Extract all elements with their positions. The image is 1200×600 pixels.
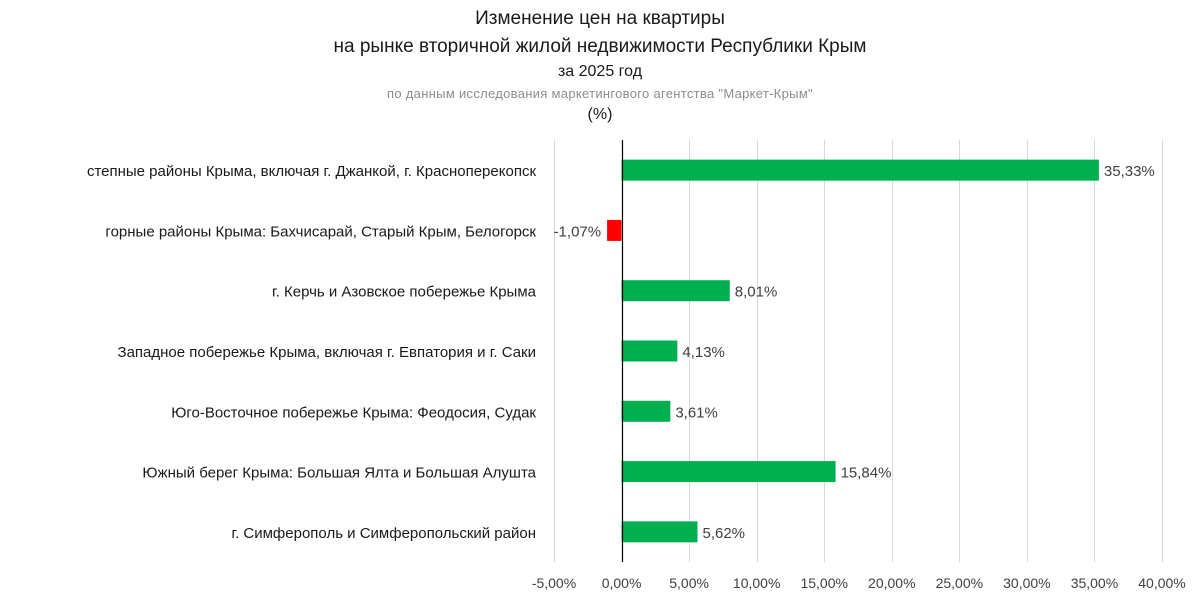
- x-tick-label: 25,00%: [936, 575, 983, 591]
- category-label: степные районы Крыма, включая г. Джанкой…: [87, 163, 537, 180]
- chart-unit-label: (%): [587, 106, 613, 123]
- data-label: 4,13%: [682, 344, 725, 361]
- x-tick-label: -5,00%: [532, 575, 576, 591]
- data-label: 15,84%: [841, 465, 892, 482]
- bar: [621, 461, 836, 483]
- data-label: 3,61%: [675, 404, 718, 421]
- bar: [621, 400, 671, 422]
- chart-subtitle: за 2025 год: [557, 63, 643, 80]
- bar: [621, 159, 1099, 181]
- category-label: горные районы Крыма: Бахчисарай, Старый …: [105, 223, 536, 240]
- category-label: Западное побережье Крыма, включая г. Евп…: [118, 344, 536, 361]
- bar: [607, 219, 622, 241]
- chart-title-line-1: Изменение цен на квартиры: [475, 8, 725, 29]
- category-label: г. Керчь и Азовское побережье Крыма: [272, 284, 537, 301]
- x-tick-label: 5,00%: [669, 575, 709, 591]
- x-tick-label: 10,00%: [733, 575, 780, 591]
- data-label: 8,01%: [735, 284, 778, 301]
- category-label: Южный берег Крыма: Большая Ялта и Больша…: [142, 465, 536, 482]
- bar: [621, 280, 730, 302]
- data-label: -1,07%: [554, 223, 602, 240]
- data-label: 5,62%: [702, 525, 745, 542]
- category-label: г. Симферополь и Симферопольский район: [231, 525, 536, 542]
- x-tick-label: 40,00%: [1138, 575, 1185, 591]
- bar: [621, 340, 678, 362]
- chart-source-note: по данным исследования маркетингового аг…: [387, 86, 813, 101]
- x-tick-label: 15,00%: [800, 575, 847, 591]
- data-label: 35,33%: [1104, 163, 1155, 180]
- bar: [621, 521, 698, 543]
- x-tick-label: 35,00%: [1071, 575, 1118, 591]
- x-tick-label: 0,00%: [602, 575, 642, 591]
- x-tick-label: 20,00%: [868, 575, 915, 591]
- chart-title-line-2: на рынке вторичной жилой недвижимости Ре…: [333, 36, 867, 57]
- x-tick-label: 30,00%: [1003, 575, 1050, 591]
- category-label: Юго-Восточное побережье Крыма: Феодосия,…: [171, 404, 536, 421]
